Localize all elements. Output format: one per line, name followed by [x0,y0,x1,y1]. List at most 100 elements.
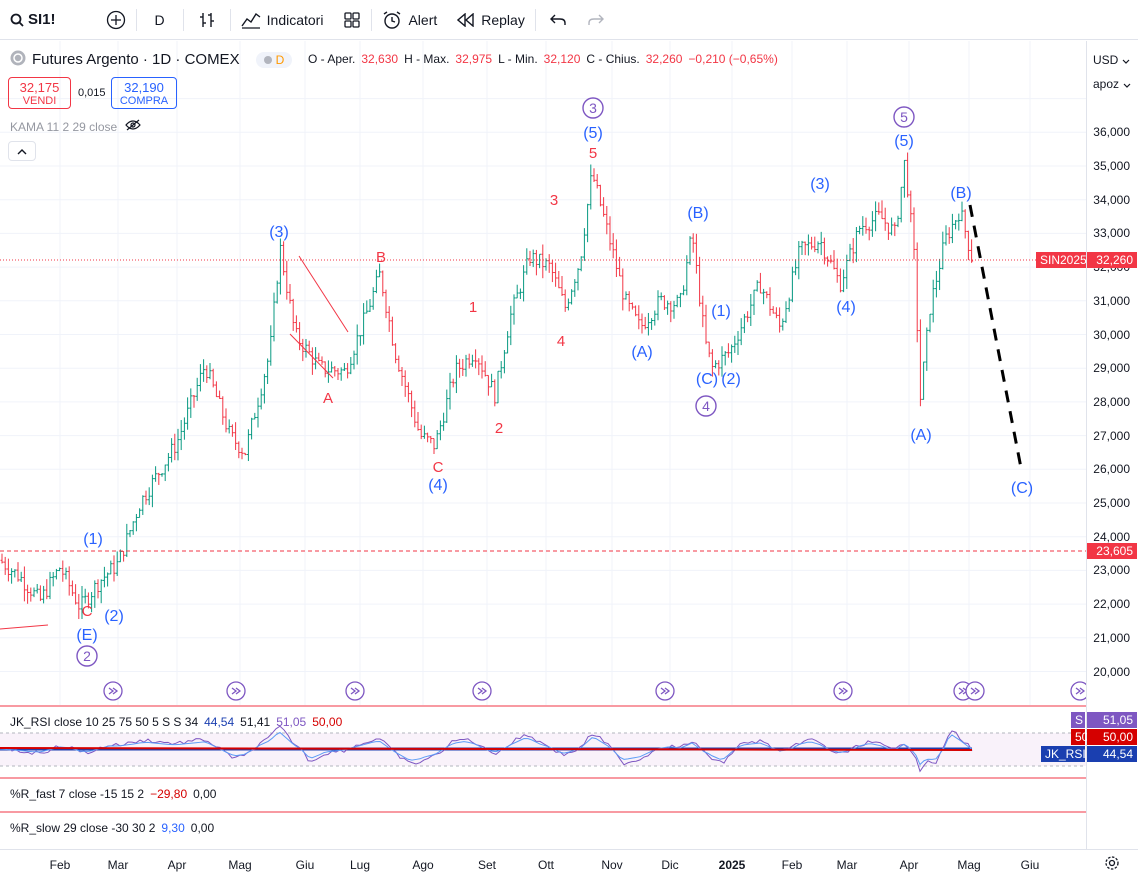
market-status-label: D [275,52,285,67]
interval-button[interactable]: D [137,0,183,40]
kama-label: KAMA 11 2 29 close [10,119,118,134]
chevron-down-icon [1122,53,1130,67]
sell-price: 32,175 [19,80,60,95]
r-fast-name: %R_fast 7 close -15 15 2 [10,787,145,801]
wave-label-blue: (3) [810,176,830,193]
exchange-logo-icon [10,50,26,69]
interval-label: D [154,11,165,28]
price-axis-tick: 29,000 [1093,361,1130,376]
chevron-down-icon [1123,77,1131,91]
wave-label-blue: (A) [910,427,931,444]
event-marker-arrow [354,687,361,695]
rsi-50-tag: 50 [1071,729,1088,745]
scale-selector[interactable]: apoz [1089,74,1135,94]
time-axis[interactable]: Feb Mar Apr Mag Giu Lug Ago Set Ott Nov Dic 2025 Feb… [0,849,1138,876]
time-axis-tick: Giu [295,858,315,872]
price-axis-tick: 28,000 [1093,394,1130,409]
symbol-search[interactable]: SI1! [0,0,66,40]
price-axis-tick: 36,000 [1093,125,1130,140]
wave-label-blue: (2) [721,371,741,388]
symbol-title[interactable]: Futures Argento · 1D · COMEX [32,51,240,68]
wave-label-blue: (B) [950,185,971,202]
rsi-s-value-tag: 51,05 [1087,712,1137,728]
wave-label-circle: 5 [900,109,908,125]
wave-label-red: C [433,459,444,476]
open-value: 32,630 [361,52,399,66]
time-axis-tick: Dic [661,858,679,872]
price-axis-tick: 31,000 [1093,293,1130,308]
price-axis[interactable]: 36,00035,00034,00033,00032,00031,00030,0… [1086,41,1138,849]
undo-button[interactable] [536,0,580,40]
rsi-value-1: 44,54 [204,715,235,729]
divider [135,8,137,31]
divider [229,8,231,31]
rsi-mid-line [0,747,973,751]
chart-type-button[interactable] [184,0,230,40]
price-axis-tick: 24,000 [1093,529,1130,544]
chevron-up-icon [17,142,27,160]
rsi-legend[interactable]: JK_RSI close 10 25 75 50 5 S S 34 44,54 … [10,715,342,729]
buy-price: 32,190 [124,80,164,95]
settings-gear-icon[interactable] [1104,855,1120,874]
compare-button[interactable] [96,0,136,40]
trend-segment [0,624,49,630]
event-marker-arrow [1079,687,1086,695]
wave-label-blue: (1) [83,531,103,548]
time-axis-tick: Nov [601,858,623,872]
sell-button[interactable]: 32,175 VENDI [8,77,71,109]
r-fast-value-2: 0,00 [193,787,217,801]
channel-line-lower [289,333,334,379]
r-fast-legend[interactable]: %R_fast 7 close -15 15 2 −29,80 0,00 [10,787,216,801]
replay-button[interactable]: Replay [447,0,535,40]
event-marker-arrow [958,687,965,695]
r-fast-value-1: −29,80 [150,787,188,801]
r-slow-legend[interactable]: %R_slow 29 close -30 30 2 9,30 0,00 [10,821,214,835]
redo-button[interactable] [580,0,612,40]
chart-canvas[interactable]: (1) (2) (E) (3) (4) (5) (A) (B) (C) (1) (2) (3) (4) (… [0,41,1138,849]
last-price-tag: 32,260 [1087,252,1137,268]
time-axis-tick: 2025 [718,858,746,872]
grid-icon [343,11,361,29]
alert-button[interactable]: Alert [372,0,447,40]
redo-icon [588,13,604,27]
time-axis-tick: Mar [836,858,858,872]
wave-circle [695,395,717,417]
indicators-button[interactable]: Indicatori [231,0,334,40]
layouts-button[interactable] [333,0,371,40]
wave-circle [893,106,915,128]
kama-indicator-legend[interactable]: KAMA 11 2 29 close [10,119,141,134]
divider [182,8,184,31]
change-value: −0,210 (−0,65%) [688,52,778,66]
collapse-legend-button[interactable] [8,141,36,161]
buy-button[interactable]: 32,190 COMPRA [111,77,177,109]
price-axis-tick: 23,000 [1093,563,1130,578]
high-value: 32,975 [455,52,493,66]
event-marker-arrow [970,687,977,695]
event-marker-arrow [350,687,357,695]
ohlc-values: O - Aper. 32,630 H - Max. 32,975 L - Min. 3… [308,52,778,66]
time-axis-tick: Mag [957,858,981,872]
wave-label-red: 1 [469,299,477,316]
projection-dashed-line [968,204,1024,474]
price-axis-tick: 34,000 [1093,192,1130,207]
rsi-50-value-tag: 50,00 [1087,729,1137,745]
chart-area[interactable]: (1) (2) (E) (3) (4) (5) (A) (B) (C) (1) (2) (3) (4) (… [0,41,1138,849]
eye-hidden-icon[interactable] [125,119,141,134]
divider [534,8,536,31]
currency-selector[interactable]: USD [1089,50,1135,70]
r-slow-value-2: 0,00 [190,821,215,835]
price-bars [0,152,974,620]
open-label: O - Aper. [308,52,356,66]
market-status-badge[interactable]: D [255,51,293,68]
wave-label-red: B [376,249,386,266]
chart-legend: Futures Argento · 1D · COMEX D [10,50,293,69]
time-axis-tick: Apr [167,858,187,872]
wave-label-blue: (B) [687,205,708,222]
bar-chart-icon [198,11,216,29]
event-marker-arrow [108,687,115,695]
indicators-icon [241,11,261,29]
level-price-tag: 23,605 [1087,543,1137,559]
alert-label: Alert [408,11,438,28]
add-circle-icon [106,10,126,30]
low-value: 32,120 [543,52,581,66]
